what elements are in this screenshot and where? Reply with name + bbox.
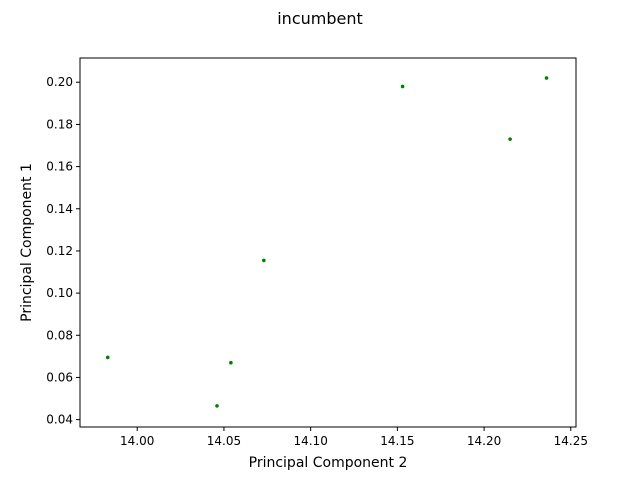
data-point bbox=[229, 360, 233, 365]
x-tick-label: 14.05 bbox=[207, 434, 241, 448]
x-tick-label: 14.15 bbox=[380, 434, 414, 448]
data-point bbox=[508, 137, 512, 141]
x-axis-ticks: 14.00 14.05 14.10 14.15 14.20 14.25 bbox=[120, 427, 588, 448]
y-axis-label: Principal Component 1 bbox=[19, 163, 35, 322]
y-tick-label: 0.12 bbox=[46, 244, 73, 258]
x-axis-label: Principal Component 2 bbox=[249, 455, 408, 471]
y-tick-label: 0.04 bbox=[46, 413, 73, 427]
y-axis-ticks: 0.04 0.06 0.08 0.10 0.12 0.14 0.16 0.18 0.20 bbox=[46, 75, 80, 427]
y-tick-label: 0.16 bbox=[46, 160, 73, 174]
x-tick-label: 14.25 bbox=[554, 434, 588, 448]
data-point bbox=[215, 404, 219, 408]
plot-frame bbox=[79, 57, 577, 428]
y-tick-label: 0.10 bbox=[46, 286, 73, 300]
data-point bbox=[262, 258, 266, 263]
data-point bbox=[544, 76, 549, 80]
y-tick-label: 0.14 bbox=[46, 202, 73, 216]
x-tick-label: 14.00 bbox=[120, 434, 154, 448]
y-tick-label: 0.18 bbox=[46, 117, 73, 131]
data-point bbox=[400, 84, 405, 89]
y-tick-label: 0.08 bbox=[46, 328, 73, 342]
y-tick-label: 0.20 bbox=[46, 75, 73, 89]
chart-title: incumbent bbox=[277, 9, 363, 28]
x-tick-label: 14.20 bbox=[467, 434, 501, 448]
points-layer bbox=[105, 76, 549, 408]
x-tick-label: 14.10 bbox=[293, 434, 327, 448]
data-point bbox=[105, 355, 110, 360]
y-tick-label: 0.06 bbox=[46, 370, 73, 384]
